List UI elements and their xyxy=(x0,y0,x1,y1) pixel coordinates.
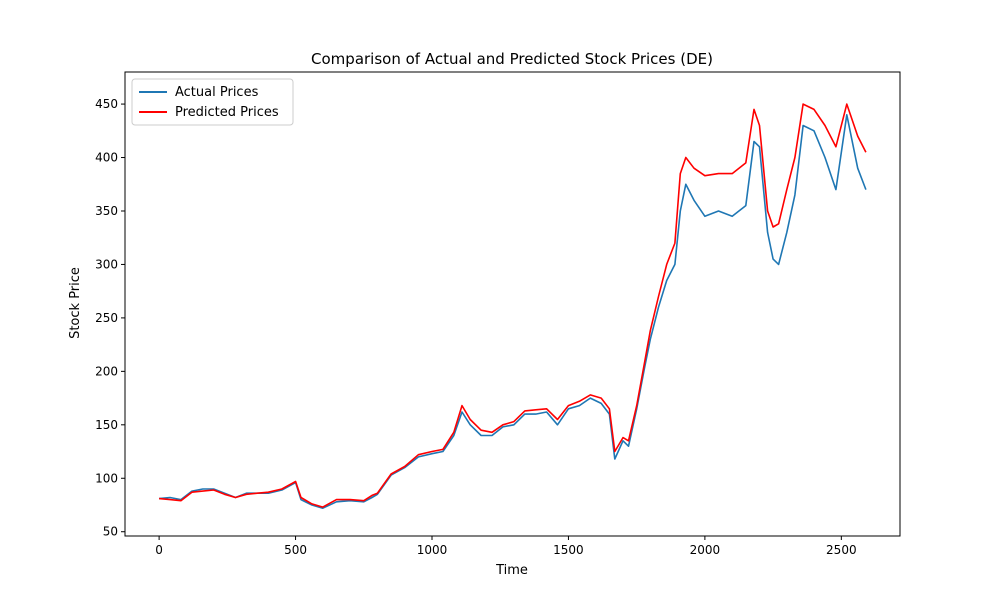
x-tick-label: 2500 xyxy=(826,543,857,557)
series-line-predicted xyxy=(159,103,867,508)
legend-box xyxy=(131,78,294,126)
y-tick-label: 300 xyxy=(95,257,118,271)
y-tick-label: 450 xyxy=(95,97,118,111)
y-tick-label: 350 xyxy=(95,204,118,218)
x-tick-label: 500 xyxy=(284,543,307,557)
x-axis-label: Time xyxy=(495,563,528,578)
chart-title: Comparison of Actual and Predicted Stock… xyxy=(311,50,713,68)
y-tick-label: 400 xyxy=(95,151,118,165)
x-tick-label: 2000 xyxy=(690,543,721,557)
x-tick-label: 1500 xyxy=(553,543,584,557)
x-tick-label: 0 xyxy=(155,543,163,557)
y-tick-label: 150 xyxy=(95,418,118,432)
y-tick-label: 250 xyxy=(95,311,118,325)
y-tick-label: 100 xyxy=(95,471,118,485)
legend-label-predicted: Predicted Prices xyxy=(175,105,279,120)
legend-label-actual: Actual Prices xyxy=(175,85,259,100)
series-line-actual xyxy=(159,114,867,509)
y-tick-label: 50 xyxy=(103,525,118,539)
x-tick-label: 1000 xyxy=(417,543,448,557)
y-tick-label: 200 xyxy=(95,364,118,378)
y-axis-label: Stock Price xyxy=(68,267,83,339)
plot-area: 0 500 1000 1500 2000 2500 50 100 150 200 250 300 350… xyxy=(95,71,901,557)
axes-frame xyxy=(124,71,901,537)
legend: Actual Prices Predicted Prices xyxy=(131,78,294,126)
